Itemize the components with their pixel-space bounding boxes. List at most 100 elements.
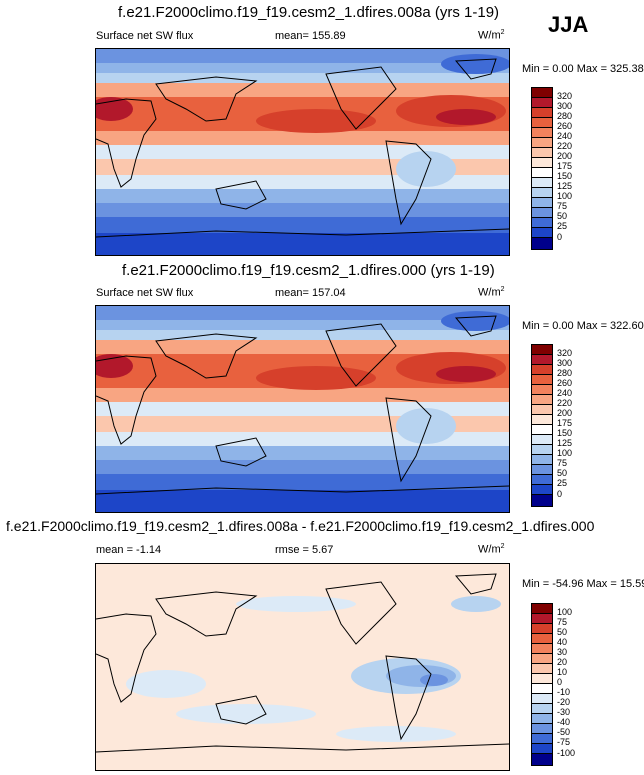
panel3-color-swatch xyxy=(532,714,552,724)
panel2-color-swatch xyxy=(532,485,552,495)
panel1-variable-label: Surface net SW flux xyxy=(96,30,194,42)
panel1-map-svg xyxy=(96,49,509,255)
panel2-tick: 100 xyxy=(557,448,573,458)
panel3-tick: -10 xyxy=(557,687,571,697)
panel2-title: f.e21.F2000climo.f19_f19.cesm2_1.dfires.… xyxy=(122,262,495,279)
panel2-tick: 175 xyxy=(557,418,573,428)
panel2-tick: 150 xyxy=(557,428,573,438)
panel2-tick: 260 xyxy=(557,378,573,388)
panel1-color-swatch xyxy=(532,138,552,148)
panel1-color-swatch xyxy=(532,238,552,249)
panel1-color-swatch xyxy=(532,188,552,198)
panel2-color-swatch xyxy=(532,435,552,445)
panel1-tick: 125 xyxy=(557,181,573,191)
panel3-tick: -30 xyxy=(557,707,571,717)
panel3-color-swatch xyxy=(532,654,552,664)
panel2-tick: 25 xyxy=(557,478,568,488)
panel1-units: W/m2 xyxy=(478,29,505,42)
panel2-tick: 0 xyxy=(557,489,563,499)
panel2-color-swatch xyxy=(532,475,552,485)
panel2-mean-label: mean= 157.04 xyxy=(275,287,346,299)
panel2-variable-label: Surface net SW flux xyxy=(96,287,194,299)
panel2-color-swatch xyxy=(532,395,552,405)
panel1-tick: 25 xyxy=(557,221,568,231)
panel2-color-swatch xyxy=(532,495,552,506)
panel2-color-swatch xyxy=(532,455,552,465)
panel3-color-swatch xyxy=(532,684,552,694)
panel2-tick: 200 xyxy=(557,408,573,418)
panel1-mean-label: mean= 155.89 xyxy=(275,30,346,42)
panel2-map xyxy=(95,305,510,513)
panel2-color-swatch xyxy=(532,405,552,415)
panel3-color-swatch xyxy=(532,644,552,654)
panel1-color-swatch xyxy=(532,98,552,108)
panel2-color-swatch xyxy=(532,345,552,355)
panel1-tick: 220 xyxy=(557,141,573,151)
panel2-color-swatch xyxy=(532,385,552,395)
panel3-mean-label: mean = -1.14 xyxy=(96,544,162,556)
panel1-tick: 240 xyxy=(557,131,573,141)
panel1-tick: 320 xyxy=(557,91,573,101)
panel3-map-svg xyxy=(96,564,509,770)
panel3-tick: 0 xyxy=(557,677,563,687)
panel1-tick: 280 xyxy=(557,111,573,121)
panel3-tick: -20 xyxy=(557,697,571,707)
panel3-map xyxy=(95,563,510,771)
panel1-tick: 100 xyxy=(557,191,573,201)
panel3-tick: 100 xyxy=(557,607,573,617)
panel3-color-swatch xyxy=(532,734,552,744)
panel2-minmax: Min = 0.00 Max = 322.60 xyxy=(522,320,644,332)
panel3-tick: 10 xyxy=(557,667,568,677)
panel2-tick: 300 xyxy=(557,358,573,368)
panel1-minmax: Min = 0.00 Max = 325.38 xyxy=(522,63,644,75)
panel1-color-swatch xyxy=(532,168,552,178)
panel3-color-swatch xyxy=(532,724,552,734)
panel3-color-swatch xyxy=(532,744,552,754)
panel3-colorbar xyxy=(531,603,553,766)
panel2-map-svg xyxy=(96,306,509,512)
panel3-tick: 40 xyxy=(557,637,568,647)
panel1-color-swatch xyxy=(532,198,552,208)
panel1-colorbar xyxy=(531,87,553,250)
panel1-color-swatch xyxy=(532,208,552,218)
panel2-color-swatch xyxy=(532,415,552,425)
panel2-color-swatch xyxy=(532,365,552,375)
panel3-minmax: Min = -54.96 Max = 15.59 xyxy=(522,578,644,590)
panel1-color-swatch xyxy=(532,118,552,128)
panel2-color-swatch xyxy=(532,355,552,365)
panel1-tick: 50 xyxy=(557,211,568,221)
panel3-color-swatch xyxy=(532,664,552,674)
panel1-title: f.e21.F2000climo.f19_f19.cesm2_1.dfires.… xyxy=(118,4,500,21)
panel3-color-swatch xyxy=(532,674,552,684)
panel3-color-swatch xyxy=(532,614,552,624)
panel1-color-swatch xyxy=(532,218,552,228)
panel2-color-swatch xyxy=(532,445,552,455)
panel2-tick: 220 xyxy=(557,398,573,408)
panel2-tick: 50 xyxy=(557,468,568,478)
panel1-tick: 200 xyxy=(557,151,573,161)
season-label: JJA xyxy=(548,12,589,37)
panel3-color-swatch xyxy=(532,704,552,714)
panel3-tick: 50 xyxy=(557,627,568,637)
panel1-color-swatch xyxy=(532,108,552,118)
panel1-color-swatch xyxy=(532,178,552,188)
panel1-color-swatch xyxy=(532,148,552,158)
panel3-color-swatch xyxy=(532,624,552,634)
panel2-tick: 75 xyxy=(557,458,568,468)
panel3-color-swatch xyxy=(532,604,552,614)
panel2-color-swatch xyxy=(532,465,552,475)
panel3-units: W/m2 xyxy=(478,543,505,556)
panel1-color-swatch xyxy=(532,158,552,168)
panel2-colorbar xyxy=(531,344,553,507)
panel2-units: W/m2 xyxy=(478,286,505,299)
panel1-tick: 175 xyxy=(557,161,573,171)
panel1-color-swatch xyxy=(532,228,552,238)
panel3-color-swatch xyxy=(532,694,552,704)
panel3-tick: 20 xyxy=(557,657,568,667)
panel3-tick: 75 xyxy=(557,617,568,627)
panel3-tick: -50 xyxy=(557,727,571,737)
panel3-tick: -100 xyxy=(557,748,576,758)
panel2-tick: 280 xyxy=(557,368,573,378)
panel3-color-swatch xyxy=(532,634,552,644)
panel1-color-swatch xyxy=(532,128,552,138)
